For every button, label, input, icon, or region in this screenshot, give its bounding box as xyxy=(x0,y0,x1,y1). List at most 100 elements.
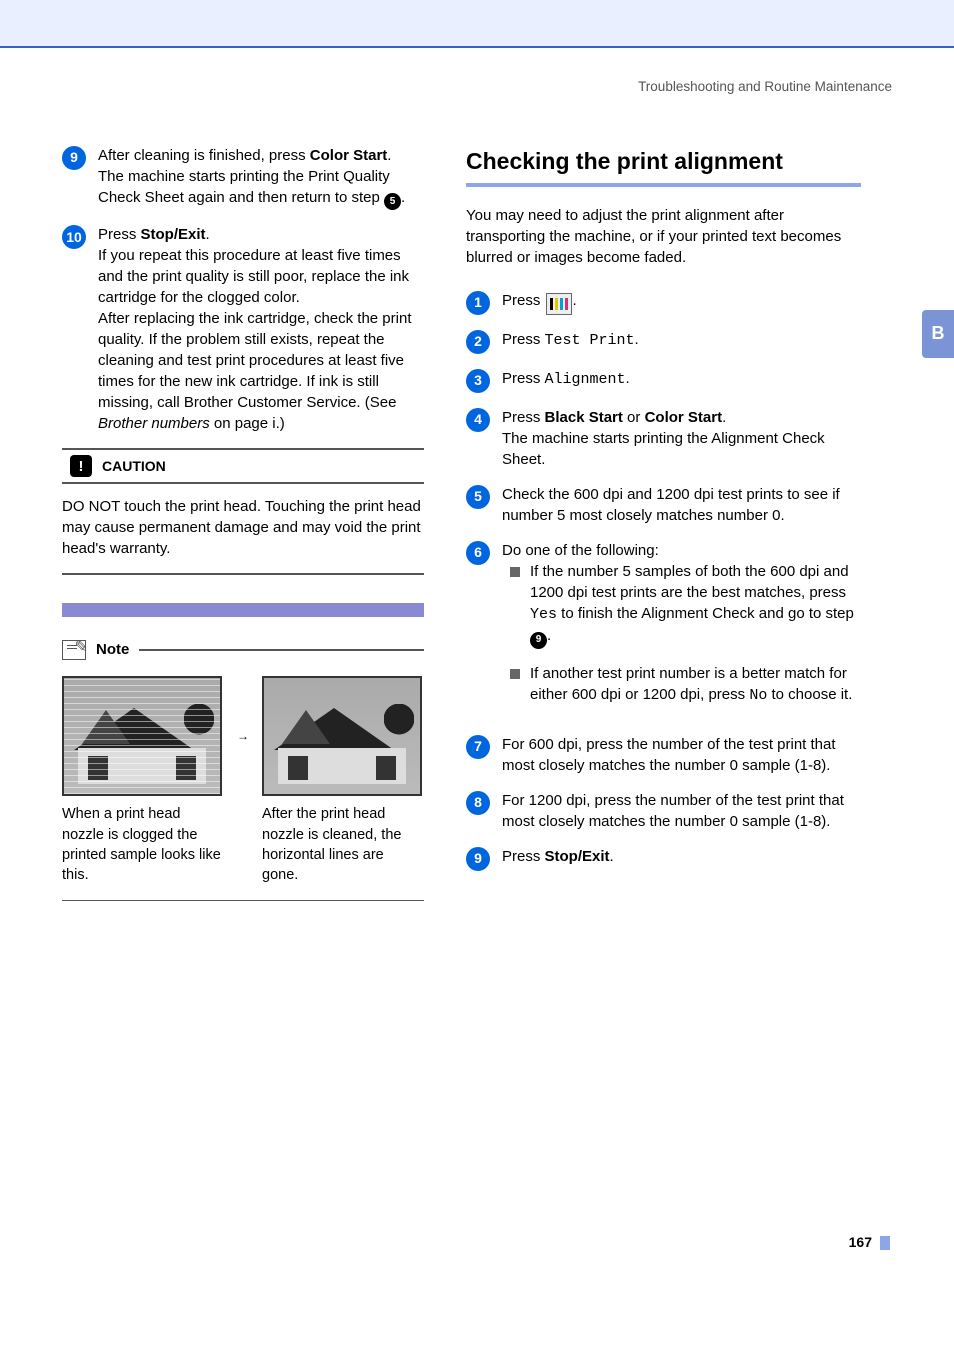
step-ref-5-icon: 5 xyxy=(384,193,401,210)
step-text: Check the 600 dpi and 1200 dpi test prin… xyxy=(502,484,861,526)
step-badge: 8 xyxy=(466,791,490,815)
caption-left: When a print head nozzle is clogged the … xyxy=(62,804,224,885)
text: . xyxy=(722,409,726,426)
step-text: Press Black Start or Color Start. The ma… xyxy=(502,407,861,470)
text: Press xyxy=(502,292,545,309)
text: After cleaning is finished, press xyxy=(98,147,310,164)
left-column: 9 After cleaning is finished, press Colo… xyxy=(62,145,424,901)
step-text: Press Test Print. xyxy=(502,329,861,351)
text: . xyxy=(635,331,639,348)
text: . xyxy=(610,848,614,865)
header-band xyxy=(0,0,954,48)
text: . xyxy=(401,189,405,206)
text: Press xyxy=(502,370,545,387)
step-4: 4 Press Black Start or Color Start. The … xyxy=(466,407,861,470)
step-7: 7 For 600 dpi, press the number of the t… xyxy=(466,734,861,776)
text: to choose it. xyxy=(767,686,852,703)
step-ref-9-icon: 9 xyxy=(530,632,547,649)
page-body: Troubleshooting and Routine Maintenance … xyxy=(0,48,954,901)
step-text: Do one of the following: If the number 5… xyxy=(502,540,861,720)
page-number: 167 xyxy=(849,1233,890,1253)
step-8: 8 For 1200 dpi, press the number of the … xyxy=(466,790,861,832)
text: . xyxy=(547,627,551,644)
text: Press xyxy=(502,409,545,426)
step-9-left: 9 After cleaning is finished, press Colo… xyxy=(62,145,424,211)
note-right-cell: After the print head nozzle is cleaned, … xyxy=(262,676,424,885)
caution-icon: ! xyxy=(70,455,92,477)
note-left-cell: When a print head nozzle is clogged the … xyxy=(62,676,224,885)
text-bold: Stop/Exit xyxy=(545,848,610,865)
step-badge: 9 xyxy=(466,847,490,871)
step-3: 3 Press Alignment. xyxy=(466,368,861,393)
text: Do one of the following: xyxy=(502,540,861,561)
step-badge: 7 xyxy=(466,735,490,759)
text: . xyxy=(387,147,391,164)
step-1: 1 Press . xyxy=(466,290,861,315)
text-bold: Color Start xyxy=(310,147,388,164)
step-text: For 1200 dpi, press the number of the te… xyxy=(502,790,861,832)
list-item: If the number 5 samples of both the 600 … xyxy=(530,561,861,649)
text: The machine starts printing the Print Qu… xyxy=(98,168,390,206)
sample-image-clogged xyxy=(62,676,222,796)
breadcrumb: Troubleshooting and Routine Maintenance xyxy=(62,78,892,97)
text-mono: Yes xyxy=(530,606,557,623)
text: to finish the Alignment Check and go to … xyxy=(557,605,854,622)
note-rule xyxy=(139,649,424,651)
step-badge: 3 xyxy=(466,369,490,393)
text-mono: Alignment xyxy=(545,371,626,388)
text: . xyxy=(626,370,630,387)
step-text: Press Alignment. xyxy=(502,368,861,390)
text-bold: Color Start xyxy=(645,409,723,426)
right-column: Checking the print alignment You may nee… xyxy=(466,145,861,901)
bullet-list: If the number 5 samples of both the 600 … xyxy=(502,561,861,706)
text-bold: Black Start xyxy=(545,409,623,426)
step-text: Press . xyxy=(502,290,861,315)
step-badge: 4 xyxy=(466,408,490,432)
arrow-icon: → xyxy=(224,676,262,745)
divider-bar xyxy=(62,603,424,617)
caution-header: ! CAUTION xyxy=(62,448,424,484)
step-badge: 6 xyxy=(466,541,490,565)
text: Press xyxy=(502,848,545,865)
section-tab: B xyxy=(922,310,954,358)
text: If the number 5 samples of both the 600 … xyxy=(530,563,849,601)
sample-image-clean xyxy=(262,676,422,796)
caution-callout: ! CAUTION DO NOT touch the print head. T… xyxy=(62,448,424,575)
note-header: Note xyxy=(62,639,424,660)
step-9-right: 9 Press Stop/Exit. xyxy=(466,846,861,871)
text: on page i.) xyxy=(210,415,285,432)
text: After replacing the ink cartridge, check… xyxy=(98,310,412,411)
step-6: 6 Do one of the following: If the number… xyxy=(466,540,861,720)
step-badge: 9 xyxy=(62,146,86,170)
text: If you repeat this procedure at least fi… xyxy=(98,245,424,308)
text: Press xyxy=(502,331,545,348)
step-10-left: 10 Press Stop/Exit. If you repeat this p… xyxy=(62,224,424,434)
text: or xyxy=(623,409,645,426)
caution-body: DO NOT touch the print head. Touching th… xyxy=(62,496,424,575)
caption-right: After the print head nozzle is cleaned, … xyxy=(262,804,424,885)
step-badge: 2 xyxy=(466,330,490,354)
two-column-layout: 9 After cleaning is finished, press Colo… xyxy=(62,145,892,901)
step-text: Press Stop/Exit. If you repeat this proc… xyxy=(98,224,424,434)
note-label: Note xyxy=(96,639,129,660)
text-italic: Brother numbers xyxy=(98,415,210,432)
step-text: After cleaning is finished, press Color … xyxy=(98,145,424,211)
step-text: Press Stop/Exit. xyxy=(502,846,861,867)
step-badge: 10 xyxy=(62,225,86,249)
ink-button-icon xyxy=(546,293,572,315)
caution-label: CAUTION xyxy=(102,457,166,477)
note-icon xyxy=(62,640,86,660)
step-text: For 600 dpi, press the number of the tes… xyxy=(502,734,861,776)
text-mono: No xyxy=(749,687,767,704)
text: The machine starts printing the Alignmen… xyxy=(502,428,861,470)
text-mono: Test Print xyxy=(545,332,635,349)
text-bold: Stop/Exit xyxy=(141,226,206,243)
intro-text: You may need to adjust the print alignme… xyxy=(466,205,861,268)
section-heading: Checking the print alignment xyxy=(466,145,861,187)
note-comparison: When a print head nozzle is clogged the … xyxy=(62,676,424,900)
text: . xyxy=(206,226,210,243)
text: . xyxy=(573,292,577,309)
step-badge: 1 xyxy=(466,291,490,315)
step-2: 2 Press Test Print. xyxy=(466,329,861,354)
step-badge: 5 xyxy=(466,485,490,509)
